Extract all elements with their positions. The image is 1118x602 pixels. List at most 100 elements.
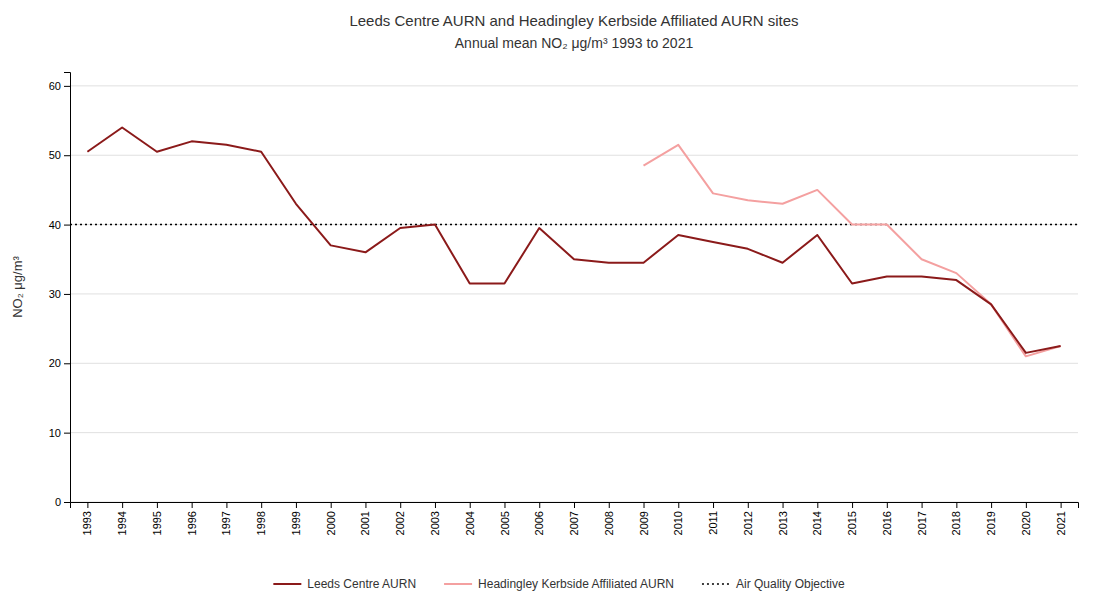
x-tick-mark bbox=[539, 502, 540, 508]
x-tick-mark bbox=[331, 502, 332, 508]
y-axis-title: NO₂ μg/m³ bbox=[10, 256, 25, 318]
y-tick-mark bbox=[64, 363, 70, 364]
x-tick: 1997 bbox=[220, 502, 232, 535]
x-tick-label: 2000 bbox=[325, 511, 337, 535]
y-tick-label: 10 bbox=[49, 427, 61, 439]
y-tick-mark bbox=[64, 294, 70, 295]
x-tick-label: 1993 bbox=[81, 511, 93, 535]
legend-item: Air Quality Objective bbox=[702, 577, 845, 591]
x-tick-mark bbox=[192, 502, 193, 508]
x-tick-label: 2010 bbox=[672, 511, 684, 535]
x-tick: 2009 bbox=[638, 502, 650, 535]
x-tick: 1999 bbox=[290, 502, 302, 535]
y-axis: 0 10 20 30 40 50 60 bbox=[49, 73, 71, 509]
x-tick: 2005 bbox=[499, 502, 511, 535]
grid-line bbox=[70, 293, 1078, 294]
x-tick-mark bbox=[748, 502, 749, 508]
y-tick: 20 bbox=[49, 357, 70, 369]
y-tick: 10 bbox=[49, 427, 70, 439]
legend-swatch bbox=[273, 583, 301, 585]
y-tick: 0 bbox=[55, 496, 70, 508]
x-tick: 2012 bbox=[742, 502, 754, 535]
legend-label: Air Quality Objective bbox=[736, 577, 845, 591]
x-tick: 2018 bbox=[950, 502, 962, 535]
legend-label: Leeds Centre AURN bbox=[307, 577, 416, 591]
plot-area bbox=[70, 127, 1078, 356]
grid-line bbox=[70, 432, 1078, 433]
x-tick: 2003 bbox=[429, 502, 441, 535]
subtitle: Annual mean NO₂ μg/m³ 1993 to 2021 bbox=[455, 35, 694, 51]
x-tick-mark bbox=[644, 502, 645, 508]
x-tick-mark bbox=[470, 502, 471, 508]
series-line bbox=[644, 145, 1061, 357]
x-tick: 1993 bbox=[81, 502, 93, 535]
x-tick-label: 2017 bbox=[916, 511, 928, 535]
x-tick-label: 2007 bbox=[568, 511, 580, 535]
x-tick-label: 2006 bbox=[533, 511, 545, 535]
x-tick-label: 2012 bbox=[742, 511, 754, 535]
y-tick-label: 0 bbox=[55, 496, 61, 508]
x-tick-mark bbox=[887, 502, 888, 508]
y-tick-label: 40 bbox=[49, 219, 61, 231]
x-tick-label: 1994 bbox=[116, 511, 128, 535]
chart: Leeds Centre AURN and Headingley Kerbsid… bbox=[0, 0, 1118, 602]
y-tick: 60 bbox=[49, 80, 70, 92]
x-tick-mark bbox=[435, 502, 436, 508]
x-tick: 2014 bbox=[811, 502, 823, 535]
y-tick: 30 bbox=[49, 288, 70, 300]
x-tick-label: 2014 bbox=[811, 511, 823, 535]
x-tick-label: 2018 bbox=[950, 511, 962, 535]
grid-line bbox=[70, 224, 1078, 225]
y-axis-line bbox=[64, 73, 71, 503]
x-tick-label: 1996 bbox=[186, 511, 198, 535]
legend-label: Headingley Kerbside Affiliated AURN bbox=[478, 577, 674, 591]
y-tick-mark bbox=[64, 502, 70, 503]
x-tick-mark bbox=[609, 502, 610, 508]
series-line bbox=[87, 127, 1060, 352]
x-tick-mark bbox=[713, 502, 714, 508]
legend-swatch bbox=[702, 583, 730, 585]
title: Leeds Centre AURN and Headingley Kerbsid… bbox=[349, 12, 798, 29]
x-tick: 2011 bbox=[707, 502, 719, 535]
x-axis: 1993 1994 1995 1996 1997 1998 1999 2000 2001 2002… bbox=[71, 502, 1079, 535]
y-tick-label: 60 bbox=[49, 80, 61, 92]
x-tick: 2016 bbox=[881, 502, 893, 535]
x-tick-mark bbox=[817, 502, 818, 508]
grid-line bbox=[70, 85, 1078, 86]
y-tick-label: 50 bbox=[49, 149, 61, 161]
x-tick-label: 2013 bbox=[777, 511, 789, 535]
x-tick: 2002 bbox=[394, 502, 406, 535]
x-tick-label: 2019 bbox=[985, 511, 997, 535]
y-tick-mark bbox=[64, 225, 70, 226]
legend-swatch bbox=[444, 583, 472, 585]
x-tick-mark bbox=[956, 502, 957, 508]
x-tick: 2019 bbox=[985, 502, 997, 535]
x-tick-label: 2015 bbox=[846, 511, 858, 535]
x-tick-label: 1998 bbox=[255, 511, 267, 535]
x-tick-label: 2001 bbox=[359, 511, 371, 535]
x-tick-mark bbox=[504, 502, 505, 508]
x-tick-mark bbox=[1026, 502, 1027, 508]
x-tick-label: 2009 bbox=[638, 511, 650, 535]
y-tick-mark bbox=[64, 86, 70, 87]
legend: Leeds Centre AURN Headingley Kerbside Aff… bbox=[273, 577, 845, 591]
x-tick: 1998 bbox=[255, 502, 267, 535]
x-tick-label: 1999 bbox=[290, 511, 302, 535]
y-tick-mark bbox=[64, 433, 70, 434]
y-tick-label: 20 bbox=[49, 357, 61, 369]
x-tick-label: 2016 bbox=[881, 511, 893, 535]
x-tick-mark bbox=[296, 502, 297, 508]
x-tick: 2020 bbox=[1020, 502, 1032, 535]
grid bbox=[70, 86, 1078, 502]
x-tick-label: 1995 bbox=[151, 511, 163, 535]
y-tick-mark bbox=[64, 155, 70, 156]
x-tick: 2015 bbox=[846, 502, 858, 535]
reference-line bbox=[70, 224, 1078, 226]
grid-line bbox=[70, 155, 1078, 156]
legend-item: Leeds Centre AURN bbox=[273, 577, 416, 591]
x-tick-label: 2005 bbox=[499, 511, 511, 535]
x-tick-mark bbox=[922, 502, 923, 508]
x-tick-mark bbox=[1061, 502, 1062, 508]
x-tick-mark bbox=[122, 502, 123, 508]
x-tick-label: 2020 bbox=[1020, 511, 1032, 535]
